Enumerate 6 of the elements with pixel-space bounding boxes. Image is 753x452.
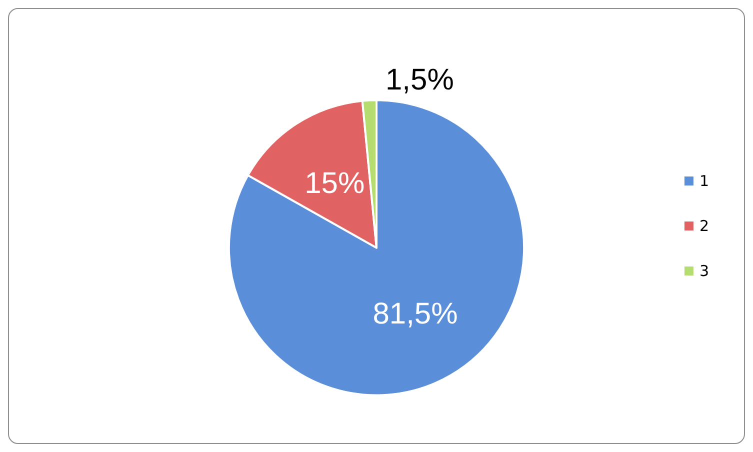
data-label: 81,5%: [372, 297, 458, 330]
legend-label: 1: [699, 172, 710, 190]
data-label: 1,5%: [386, 64, 454, 97]
legend-label: 2: [699, 217, 710, 235]
data-label: 15%: [304, 166, 365, 200]
legend-label: 3: [699, 262, 710, 280]
